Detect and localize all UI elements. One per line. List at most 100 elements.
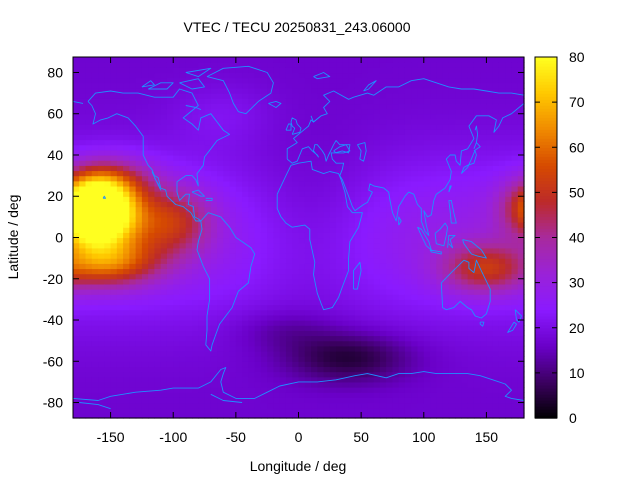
heatmap-cell	[123, 170, 130, 177]
heatmap-cell	[179, 314, 187, 321]
heatmap-cell	[229, 366, 237, 373]
heatmap-cell	[217, 144, 224, 151]
heatmap-cell	[148, 361, 156, 368]
heatmap-cell	[110, 381, 118, 388]
heatmap-cell	[204, 103, 212, 110]
heatmap-cell	[104, 407, 112, 414]
heatmap-cell	[492, 216, 500, 223]
heatmap-cell	[473, 278, 481, 285]
heatmap-cell	[342, 139, 350, 146]
heatmap-cell	[461, 376, 469, 383]
heatmap-cell	[486, 185, 494, 192]
heatmap-cell	[279, 252, 287, 259]
heatmap-cell	[404, 154, 412, 161]
heatmap-cell	[311, 185, 318, 192]
heatmap-cell	[116, 77, 124, 84]
heatmap-cell	[361, 232, 368, 239]
heatmap-cell	[361, 278, 368, 285]
heatmap-cell	[292, 191, 300, 197]
heatmap-cell	[398, 340, 406, 347]
heatmap-cell	[511, 144, 519, 151]
heatmap-cell	[273, 149, 281, 156]
heatmap-cell	[242, 299, 249, 306]
heatmap-cell	[505, 345, 513, 352]
heatmap-cell	[198, 139, 206, 146]
heatmap-cell	[185, 304, 193, 311]
heatmap-cell	[304, 232, 312, 239]
heatmap-cell	[123, 273, 130, 280]
heatmap-cell	[461, 87, 469, 94]
heatmap-cell	[242, 289, 249, 295]
heatmap-cell	[480, 397, 488, 404]
heatmap-cell	[292, 160, 300, 166]
heatmap-cell	[461, 57, 469, 63]
heatmap-cell	[79, 134, 87, 141]
heatmap-cell	[311, 366, 318, 373]
heatmap-cell	[386, 222, 394, 228]
heatmap-cell	[260, 247, 268, 254]
heatmap-cell	[229, 237, 237, 244]
heatmap-cell	[116, 129, 124, 135]
heatmap-cell	[455, 237, 462, 244]
heatmap-cell	[292, 340, 300, 347]
heatmap-cell	[348, 289, 356, 295]
heatmap-cell	[467, 170, 475, 177]
heatmap-cell	[217, 412, 224, 419]
heatmap-cell	[79, 340, 87, 347]
heatmap-cell	[323, 381, 331, 388]
heatmap-cell	[91, 258, 99, 264]
heatmap-cell	[323, 185, 331, 192]
heatmap-cell	[505, 258, 513, 264]
heatmap-cell	[248, 309, 256, 316]
heatmap-cell	[235, 381, 243, 388]
heatmap-cell	[242, 180, 249, 187]
heatmap-cell	[311, 294, 318, 300]
heatmap-cell	[123, 366, 130, 373]
heatmap-cell	[254, 113, 262, 120]
heatmap-cell	[260, 314, 268, 321]
heatmap-cell	[304, 206, 312, 213]
heatmap-cell	[254, 211, 262, 218]
heatmap-cell	[461, 289, 469, 295]
heatmap-cell	[511, 407, 519, 414]
heatmap-cell	[248, 134, 256, 141]
heatmap-cell	[223, 154, 231, 161]
heatmap-cell	[498, 201, 506, 208]
heatmap-cell	[85, 247, 93, 254]
heatmap-cell	[79, 108, 87, 115]
heatmap-cell	[373, 252, 381, 259]
heatmap-cell	[217, 113, 224, 120]
heatmap-cell	[116, 72, 124, 79]
heatmap-cell	[398, 124, 406, 130]
heatmap-cell	[267, 196, 275, 202]
heatmap-cell	[336, 103, 343, 110]
heatmap-cell	[260, 118, 268, 125]
heatmap-cell	[398, 134, 406, 141]
heatmap-cell	[292, 258, 300, 264]
heatmap-cell	[436, 309, 444, 316]
heatmap-cell	[373, 227, 381, 233]
heatmap-cell	[242, 98, 249, 105]
heatmap-cell	[392, 87, 400, 94]
heatmap-cell	[123, 108, 130, 115]
heatmap-cell	[442, 139, 450, 146]
heatmap-cell	[148, 180, 156, 187]
heatmap-cell	[91, 314, 99, 321]
heatmap-cell	[204, 98, 212, 105]
heatmap-cell	[298, 345, 306, 352]
heatmap-cell	[417, 103, 425, 110]
heatmap-cell	[354, 124, 362, 130]
heatmap-cell	[492, 314, 500, 321]
heatmap-cell	[267, 289, 275, 295]
heatmap-cell	[116, 242, 124, 249]
heatmap-cell	[486, 149, 494, 156]
heatmap-cell	[110, 222, 118, 228]
heatmap-cell	[373, 77, 381, 84]
heatmap-cell	[379, 134, 387, 141]
heatmap-cell	[135, 196, 143, 202]
heatmap-cell	[154, 283, 162, 290]
heatmap-cell	[273, 227, 281, 233]
heatmap-cell	[329, 185, 337, 192]
heatmap-cell	[317, 371, 325, 378]
heatmap-cell	[505, 304, 513, 311]
